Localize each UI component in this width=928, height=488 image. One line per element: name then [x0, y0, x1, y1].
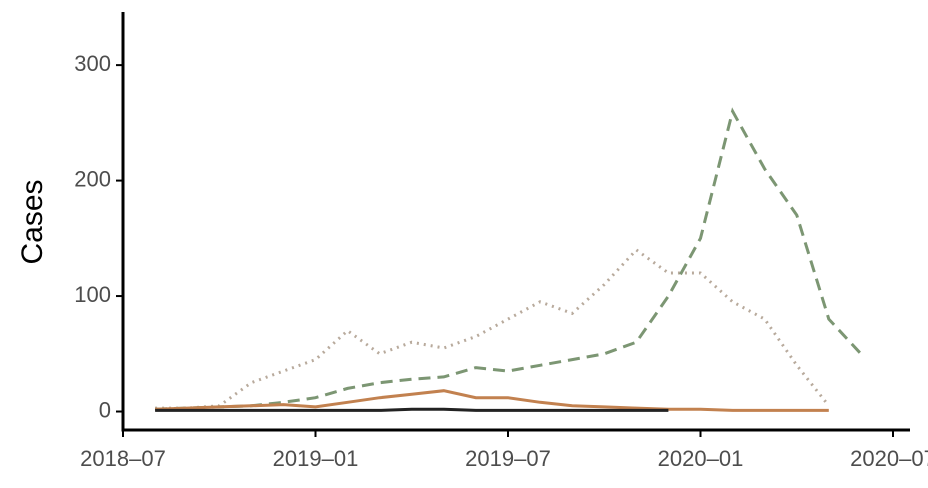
y-tick-label: 100 — [74, 282, 111, 307]
y-tick-label: 0 — [99, 397, 111, 422]
x-tick-label: 2020–07 — [850, 446, 928, 471]
x-tick-label: 2019–01 — [273, 446, 359, 471]
x-tick-label: 2020–01 — [658, 446, 744, 471]
series-line — [155, 247, 830, 410]
x-tick-label: 2019–07 — [465, 446, 551, 471]
y-tick-label: 300 — [74, 51, 111, 76]
series-line — [155, 107, 863, 411]
series-line — [155, 389, 829, 412]
x-tick-label: 2018–07 — [80, 446, 166, 471]
series-line — [155, 407, 669, 412]
y-axis-label: Cases — [16, 179, 49, 264]
y-tick-label: 200 — [74, 166, 111, 191]
